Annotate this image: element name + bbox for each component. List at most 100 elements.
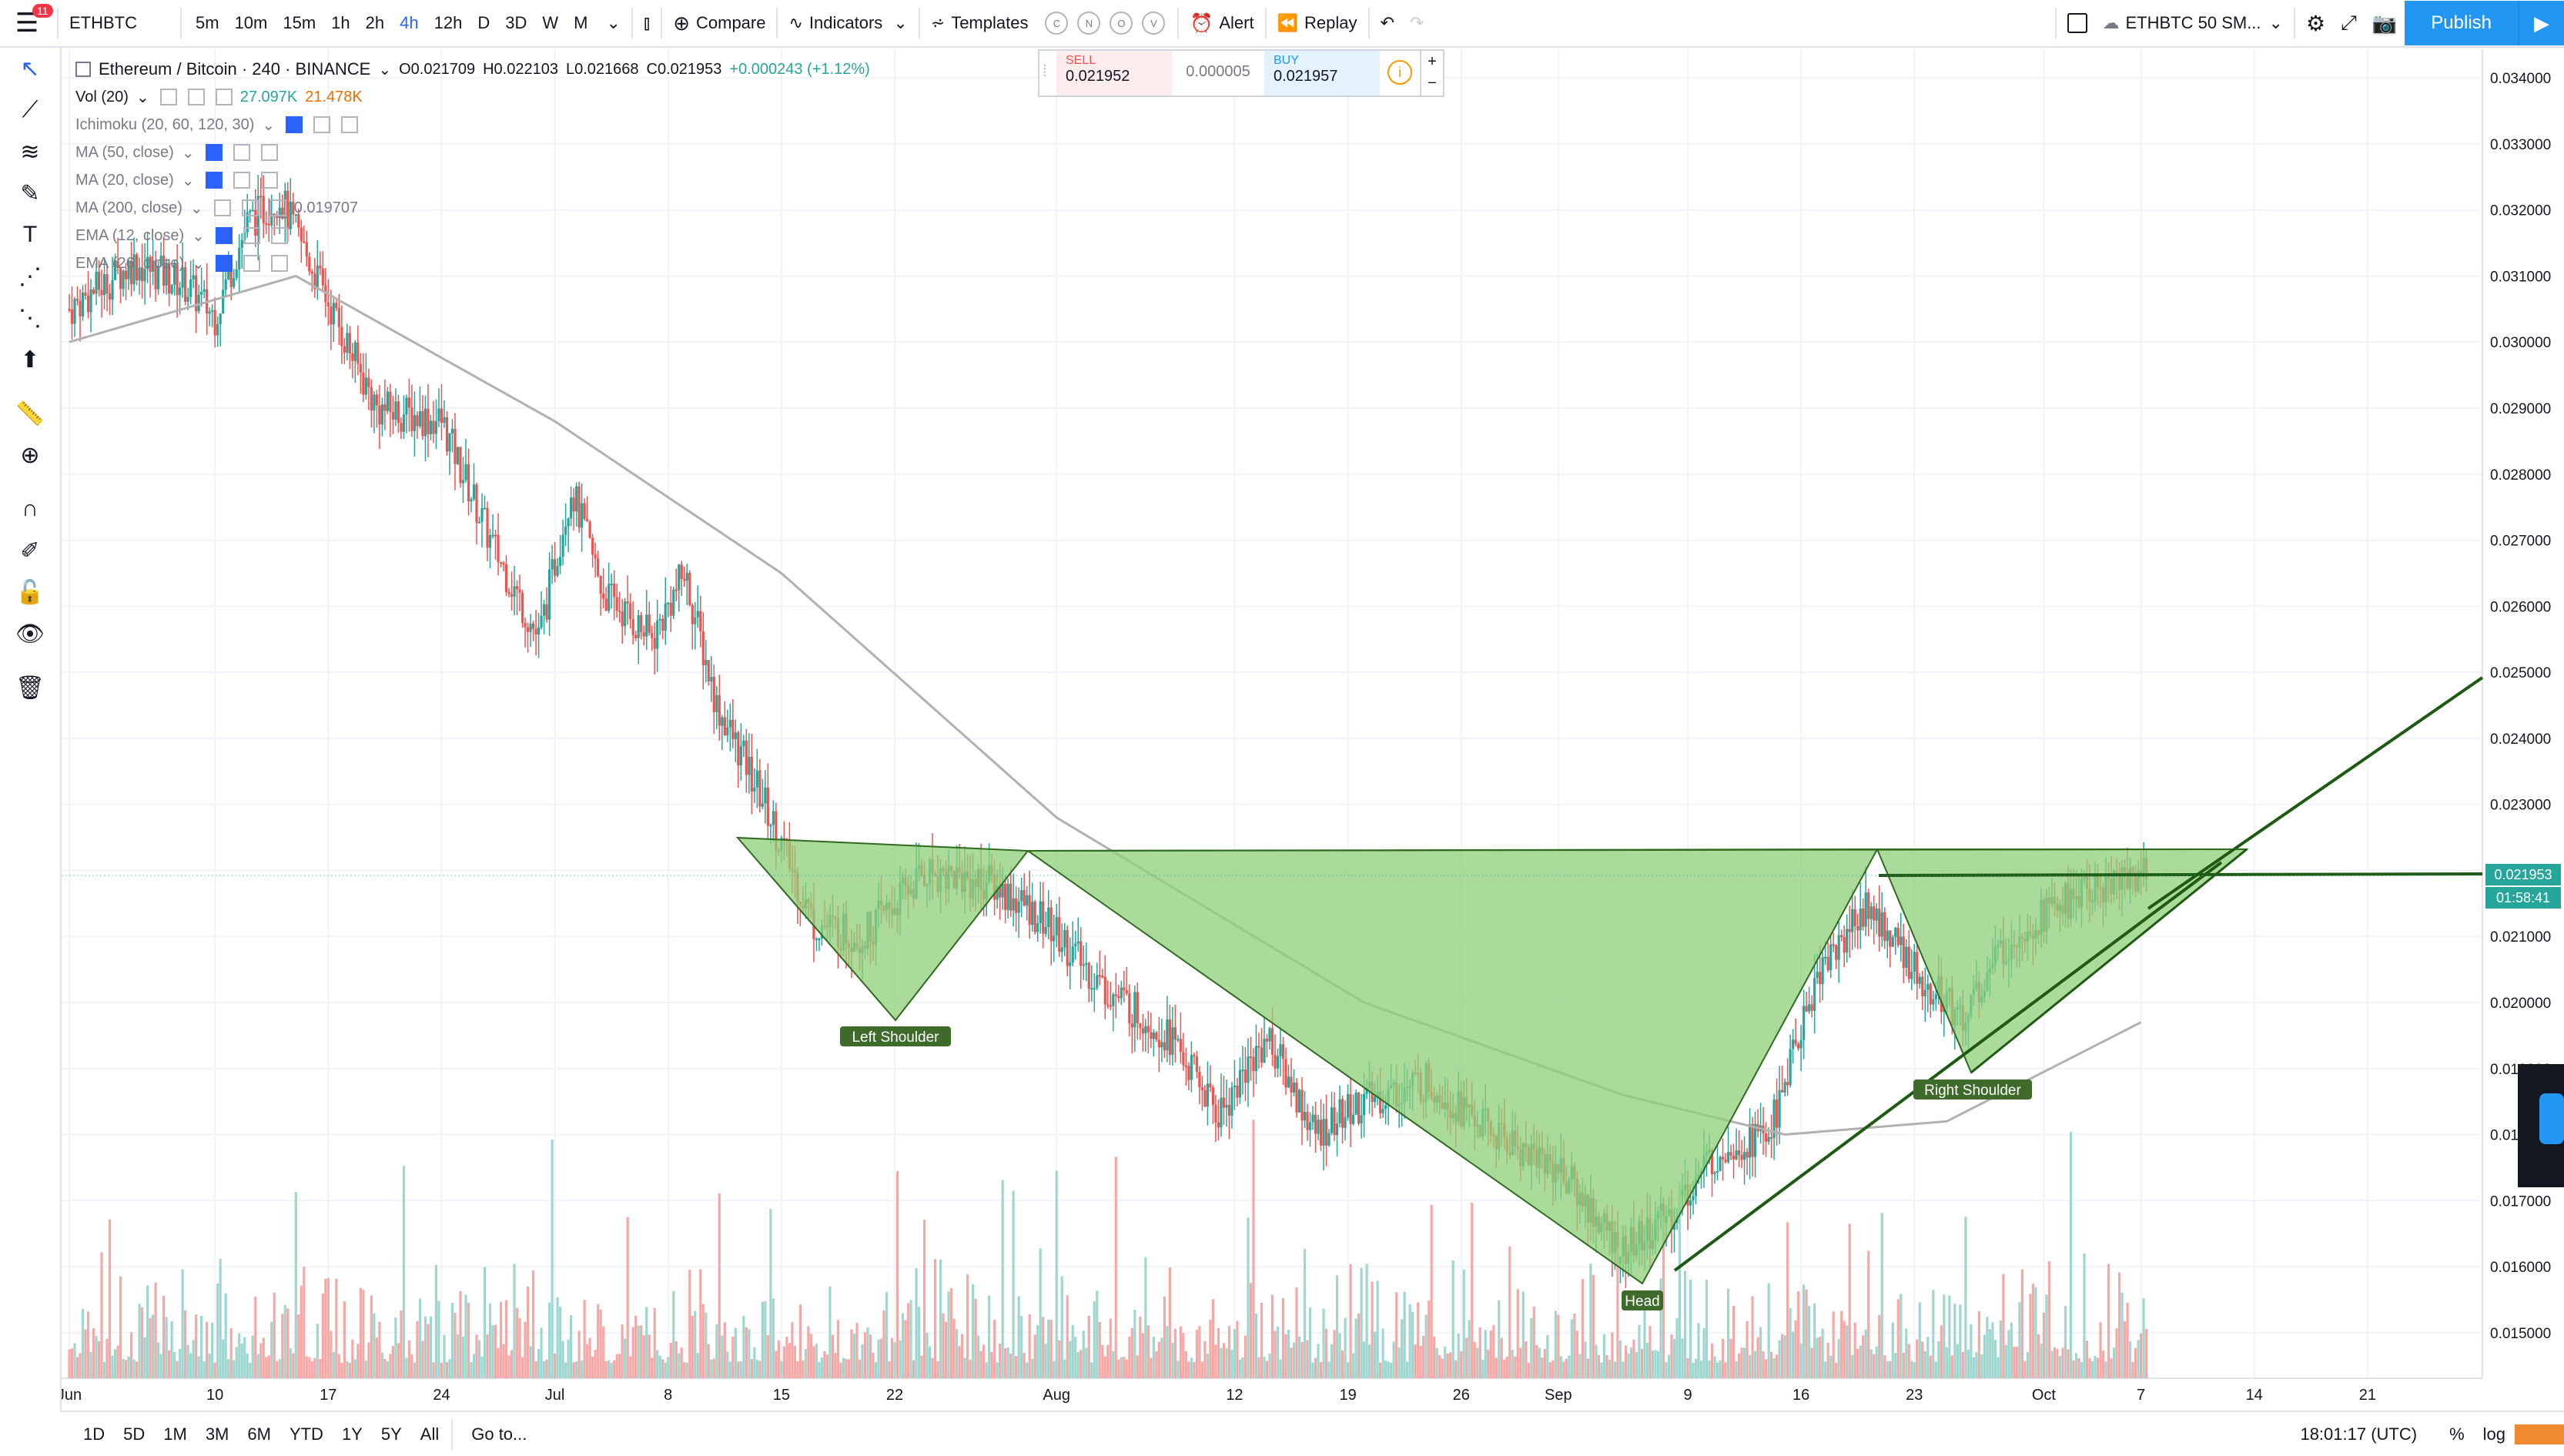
zoom-tool[interactable]: ⊕ [0, 434, 60, 476]
range-3m[interactable]: 3M [205, 1424, 229, 1444]
remove-icon[interactable] [215, 89, 233, 105]
auto-toggle[interactable]: auto [2515, 1424, 2564, 1444]
sell-button[interactable]: SELL 0.021952 [1056, 51, 1172, 95]
remove-icon[interactable] [270, 255, 288, 272]
range-ytd[interactable]: YTD [289, 1424, 323, 1444]
symbol-title[interactable]: Ethereum / Bitcoin · 240 · BINANCE [99, 59, 371, 79]
interval-12h[interactable]: 12h [433, 13, 463, 32]
template-shortcut-o[interactable]: O [1110, 12, 1133, 35]
template-shortcut-n[interactable]: N [1077, 12, 1101, 35]
visibility-toggle-icon[interactable] [215, 227, 233, 244]
visibility-toggle-icon[interactable] [205, 172, 223, 189]
chevron-down-icon[interactable]: ⌄ [136, 89, 149, 106]
interval-3d[interactable]: 3D [505, 13, 527, 32]
range-all[interactable]: All [420, 1424, 440, 1444]
indicator-label[interactable]: Ichimoku (20, 60, 120, 30) [75, 115, 255, 133]
visibility-toggle-icon[interactable] [215, 255, 233, 272]
interval-w[interactable]: W [542, 13, 559, 32]
collapse-icon[interactable] [75, 62, 91, 77]
undo-button[interactable]: ↶ [1373, 0, 1402, 47]
settings-icon[interactable] [233, 144, 250, 161]
remove-icon[interactable] [270, 227, 288, 244]
replay-button[interactable]: ⏪ Replay [1270, 0, 1365, 47]
remove-icon[interactable] [341, 116, 359, 133]
info-button[interactable]: i [1380, 51, 1420, 95]
settings-icon[interactable] [241, 199, 259, 216]
interval-1h[interactable]: 1h [331, 13, 350, 32]
indicator-label[interactable]: MA (50, close) [75, 143, 174, 161]
cursor-tool[interactable]: ↖ [0, 48, 60, 89]
projection-line[interactable] [2147, 676, 2484, 910]
range-1d[interactable]: 1D [83, 1424, 105, 1444]
fullscreen-select-button[interactable] [2060, 0, 2095, 47]
templates-button[interactable]: ⩫ Templates [923, 0, 1036, 47]
remove-icon[interactable] [260, 144, 278, 161]
chevron-down-icon[interactable]: ⌄ [181, 172, 195, 189]
indicator-label[interactable]: MA (200, close) [75, 199, 182, 216]
interval-d[interactable]: D [477, 13, 490, 32]
range-6m[interactable]: 6M [247, 1424, 271, 1444]
ascending-trendline[interactable] [1673, 861, 2223, 1272]
indicators-button[interactable]: ∿ Indicators ⌄ [781, 0, 915, 47]
range-5d[interactable]: 5D [123, 1424, 146, 1444]
magnet-tool[interactable]: ∩ [0, 488, 60, 530]
volume-label[interactable]: Vol (20) [75, 88, 129, 105]
right-shoulder-trendline[interactable] [1970, 848, 2248, 1074]
drag-handle[interactable]: ⁞ [1043, 63, 1047, 80]
snapshot-button[interactable]: 📷 [2365, 0, 2405, 47]
range-1y[interactable]: 1Y [341, 1424, 363, 1444]
visibility-tool[interactable]: 👁 [0, 613, 60, 654]
settings-icon[interactable] [313, 116, 331, 133]
alert-button[interactable]: ⏰ Alert [1182, 0, 1261, 47]
trash-tool[interactable]: 🗑 [0, 667, 60, 708]
redo-button[interactable]: ↷ [1402, 0, 1431, 47]
remove-icon[interactable] [269, 199, 286, 216]
goto-button[interactable]: Go to... [471, 1424, 527, 1444]
range-1m[interactable]: 1M [163, 1424, 187, 1444]
chart-style-button[interactable]: ⫾ [636, 0, 658, 47]
range-5y[interactable]: 5Y [380, 1424, 402, 1444]
template-shortcut-c[interactable]: C [1045, 12, 1069, 35]
chevron-down-icon[interactable]: ⌄ [192, 227, 205, 245]
arrow-tool[interactable]: ⬆ [0, 339, 60, 380]
layout-button[interactable]: ☁ ETHBTC 50 SM... ⌄ [2095, 0, 2291, 47]
settings-icon[interactable] [233, 172, 250, 189]
interval-4h[interactable]: 4h [400, 13, 419, 32]
chevron-down-icon[interactable]: ⌄ [262, 116, 276, 134]
increment-button[interactable]: + [1428, 53, 1437, 70]
interval-m[interactable]: M [574, 13, 588, 32]
buy-button[interactable]: BUY 0.021957 [1264, 51, 1380, 95]
text-tool[interactable]: T [0, 214, 60, 256]
visibility-toggle-icon[interactable] [205, 144, 223, 161]
stay-drawing-tool[interactable]: ✐ [0, 530, 60, 571]
settings-button[interactable]: ⚙ [2298, 0, 2333, 47]
indicator-label[interactable]: EMA (12, close) [75, 226, 185, 244]
interval-15m[interactable]: 15m [283, 13, 316, 32]
chevron-down-icon[interactable]: ⌄ [189, 199, 203, 217]
indicator-label[interactable]: EMA (26, close) [75, 254, 185, 272]
chevron-down-icon[interactable]: ⌄ [192, 255, 205, 273]
publish-button[interactable]: Publish [2405, 1, 2518, 45]
remove-icon[interactable] [260, 172, 278, 189]
pattern-tool[interactable]: ⋰ [0, 256, 60, 297]
visibility-toggle-icon[interactable] [213, 199, 231, 216]
indicator-label[interactable]: MA (20, close) [75, 171, 174, 189]
decrement-button[interactable]: − [1428, 75, 1437, 92]
settings-icon[interactable] [243, 255, 260, 272]
ruler-tool[interactable]: 📏 [0, 393, 60, 434]
fullscreen-button[interactable]: ⤢ [2333, 0, 2365, 47]
settings-icon[interactable] [243, 227, 260, 244]
symbol-search[interactable]: ETHBTC [69, 13, 137, 32]
chevron-down-icon[interactable]: ⌄ [378, 61, 392, 79]
percent-toggle[interactable]: % [2449, 1424, 2465, 1444]
interval-dropdown[interactable]: ⌄ [598, 0, 628, 47]
fib-tool[interactable]: ≋ [0, 131, 60, 172]
prediction-tool[interactable]: ⋱ [0, 297, 60, 339]
interval-2h[interactable]: 2h [365, 13, 385, 32]
template-shortcut-v[interactable]: V [1142, 12, 1166, 35]
utc-time[interactable]: 18:01:17 (UTC) [2300, 1424, 2418, 1444]
lock-tool[interactable]: 🔓 [0, 571, 60, 613]
main-menu-button[interactable]: ☰ 11 [0, 0, 54, 47]
settings-icon[interactable] [187, 89, 205, 105]
